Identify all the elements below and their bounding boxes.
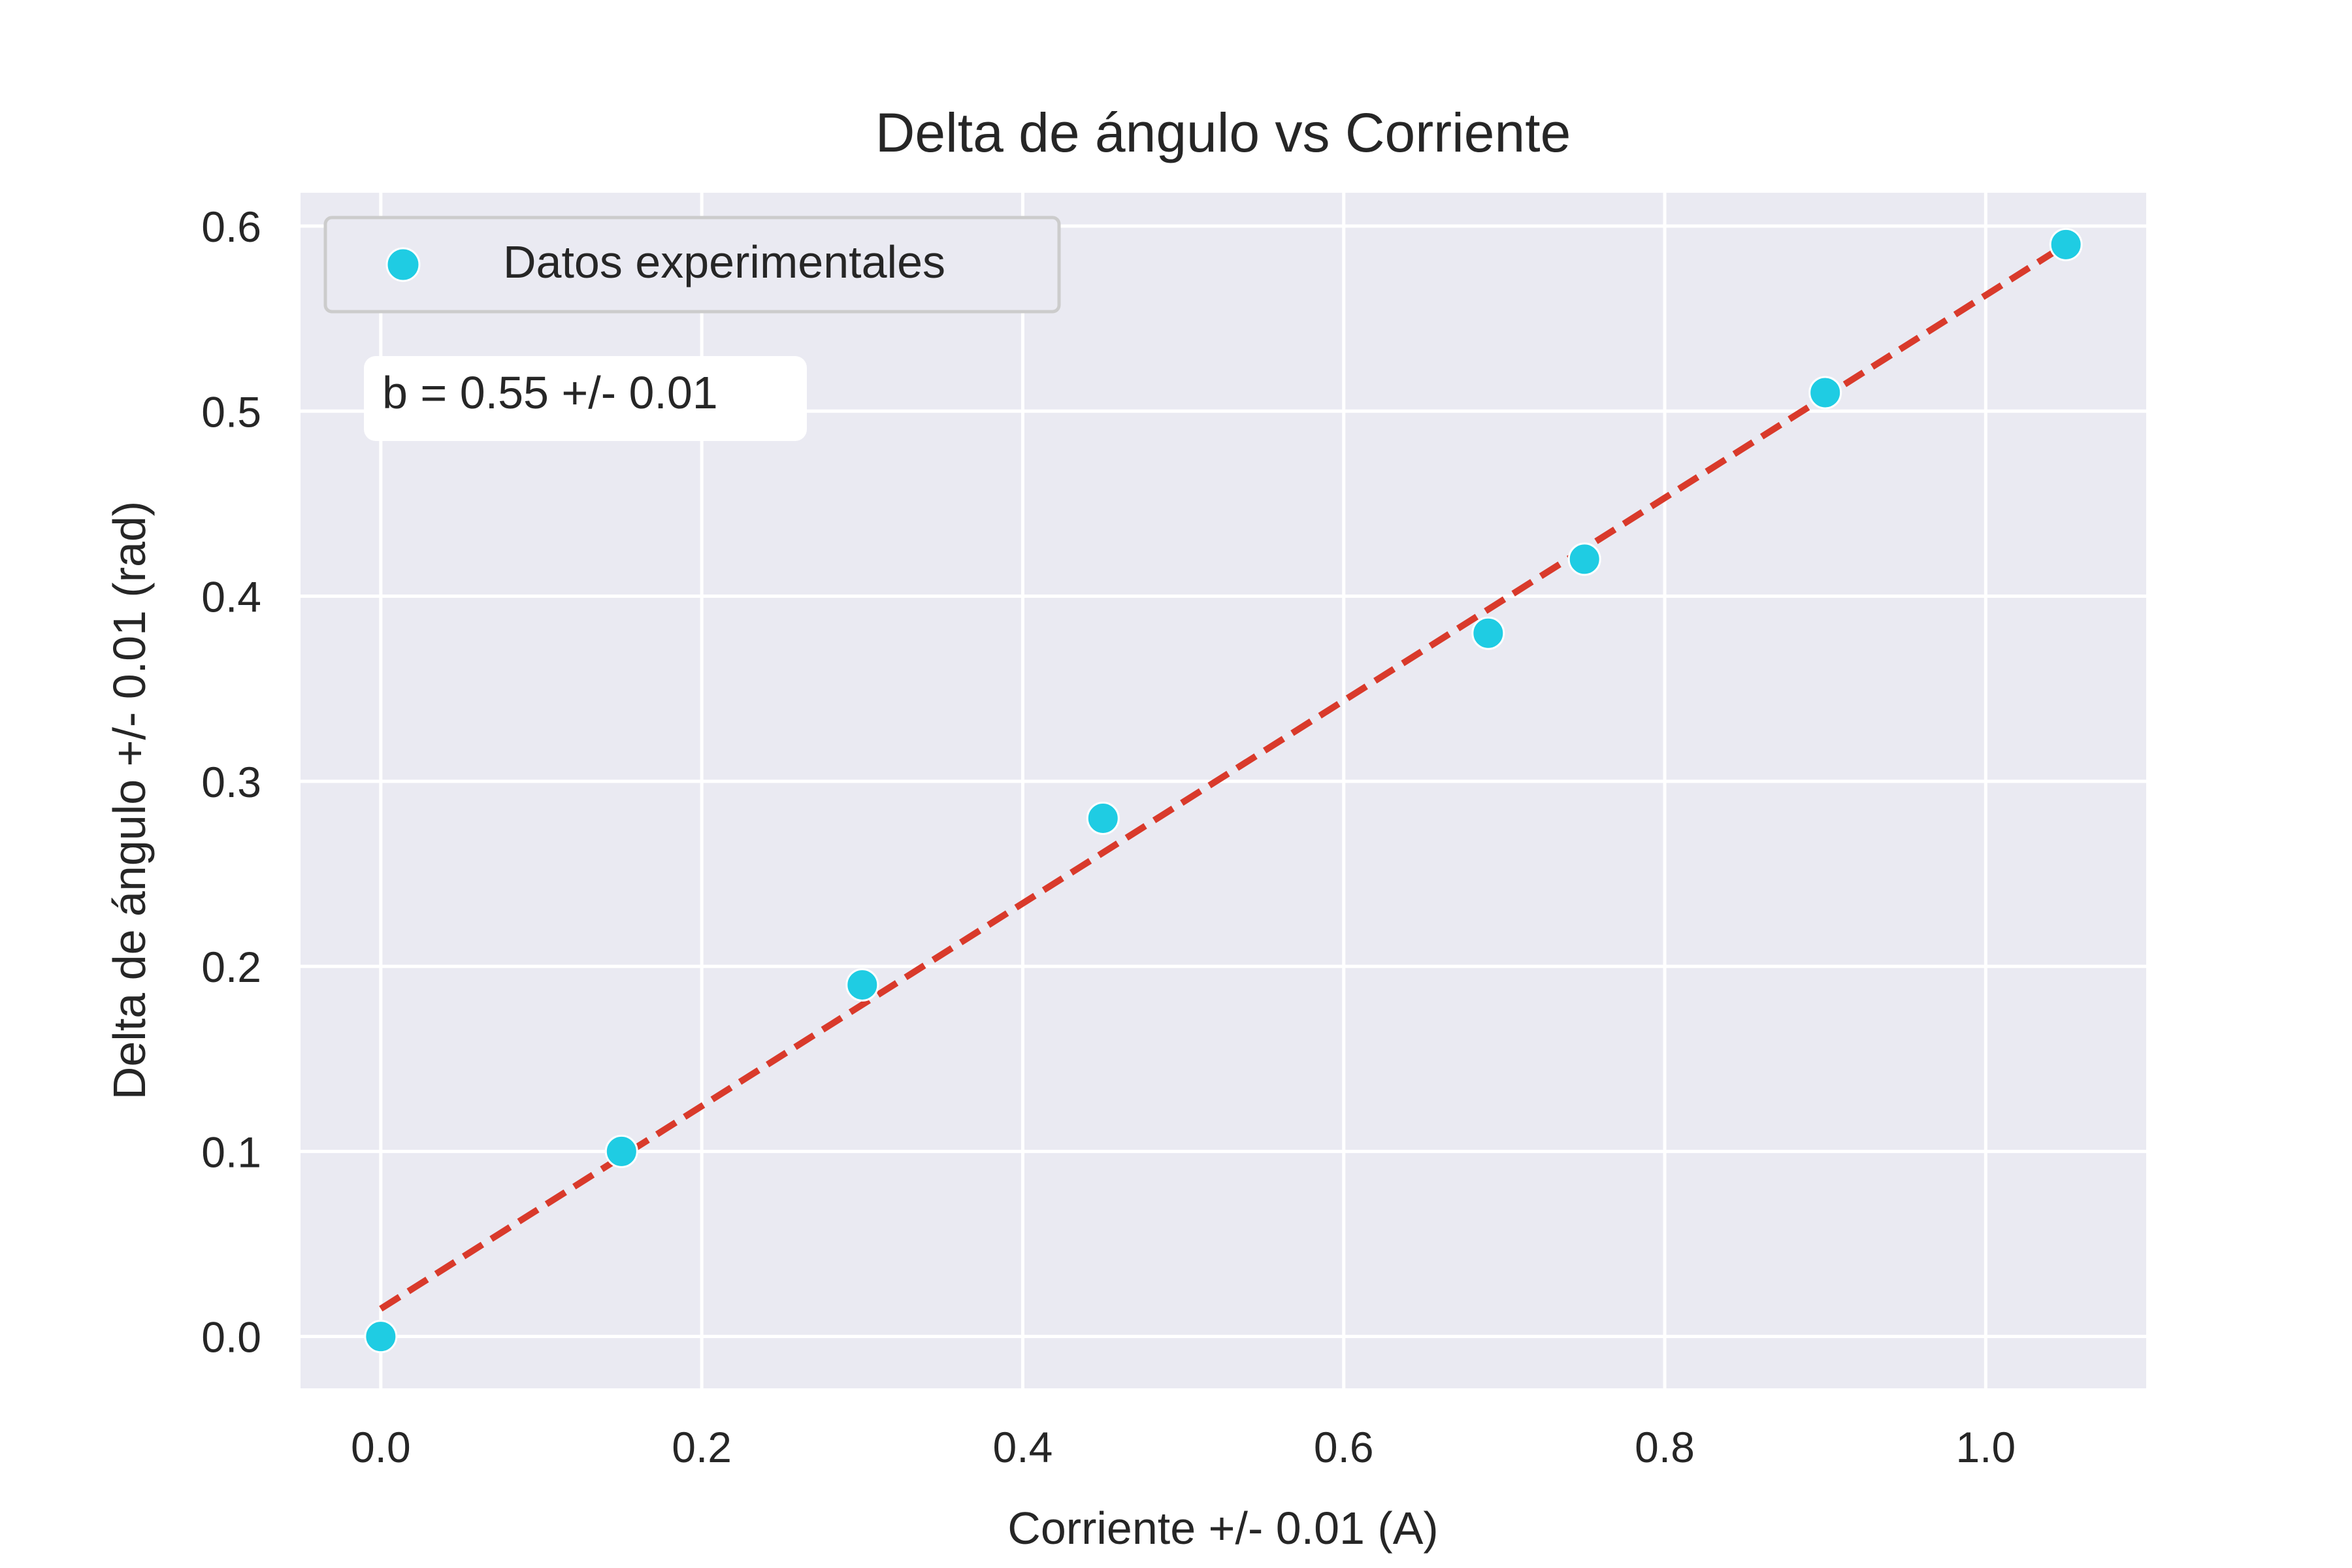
- x-tick-label: 0.4: [993, 1423, 1053, 1471]
- data-point: [1471, 616, 1505, 650]
- legend-marker: [385, 247, 421, 282]
- y-tick-label: 0.6: [201, 203, 261, 251]
- x-tick-label: 0.2: [672, 1423, 732, 1471]
- x-axis-label: Corriente +/- 0.01 (A): [1007, 1503, 1438, 1554]
- x-tick-label: 0.6: [1314, 1423, 1374, 1471]
- y-tick-label: 0.0: [201, 1313, 261, 1362]
- data-point: [364, 1320, 398, 1354]
- fit-line-group: [379, 242, 2068, 1312]
- y-tick-label: 0.4: [201, 573, 261, 621]
- legend: Datos experimentales: [323, 216, 1061, 314]
- y-tick-labels: 0.0 0.1 0.2 0.3 0.4 0.5 0.6: [201, 203, 261, 1362]
- legend-label: Datos experimentales: [503, 237, 945, 287]
- legend-box: [323, 216, 1061, 314]
- annotation-text: b = 0.55 +/- 0.01: [382, 367, 718, 418]
- data-point: [604, 1134, 638, 1168]
- data-point: [1808, 376, 1842, 410]
- chart-title: Delta de ángulo vs Corriente: [875, 102, 1571, 163]
- x-tick-label: 1.0: [1955, 1423, 2016, 1471]
- data-point: [2049, 227, 2083, 261]
- data-point: [845, 968, 879, 1002]
- scatter-points: [364, 227, 2083, 1354]
- y-tick-label: 0.2: [201, 943, 261, 991]
- y-tick-label: 0.3: [201, 758, 261, 806]
- data-point: [1086, 801, 1120, 835]
- y-axis-label: Delta de ángulo +/- 0.01 (rad): [104, 501, 155, 1100]
- fit-line: [379, 242, 2068, 1312]
- annotation-box: b = 0.55 +/- 0.01: [364, 356, 807, 441]
- annotation-background: [364, 356, 807, 441]
- y-tick-label: 0.5: [201, 387, 261, 436]
- data-point: [1567, 542, 1601, 576]
- x-tick-label: 0.8: [1635, 1423, 1695, 1471]
- x-tick-label: 0.0: [351, 1423, 411, 1471]
- y-tick-label: 0.1: [201, 1128, 261, 1176]
- x-tick-labels: 0.0 0.2 0.4 0.6 0.8 1.0: [351, 1423, 2016, 1471]
